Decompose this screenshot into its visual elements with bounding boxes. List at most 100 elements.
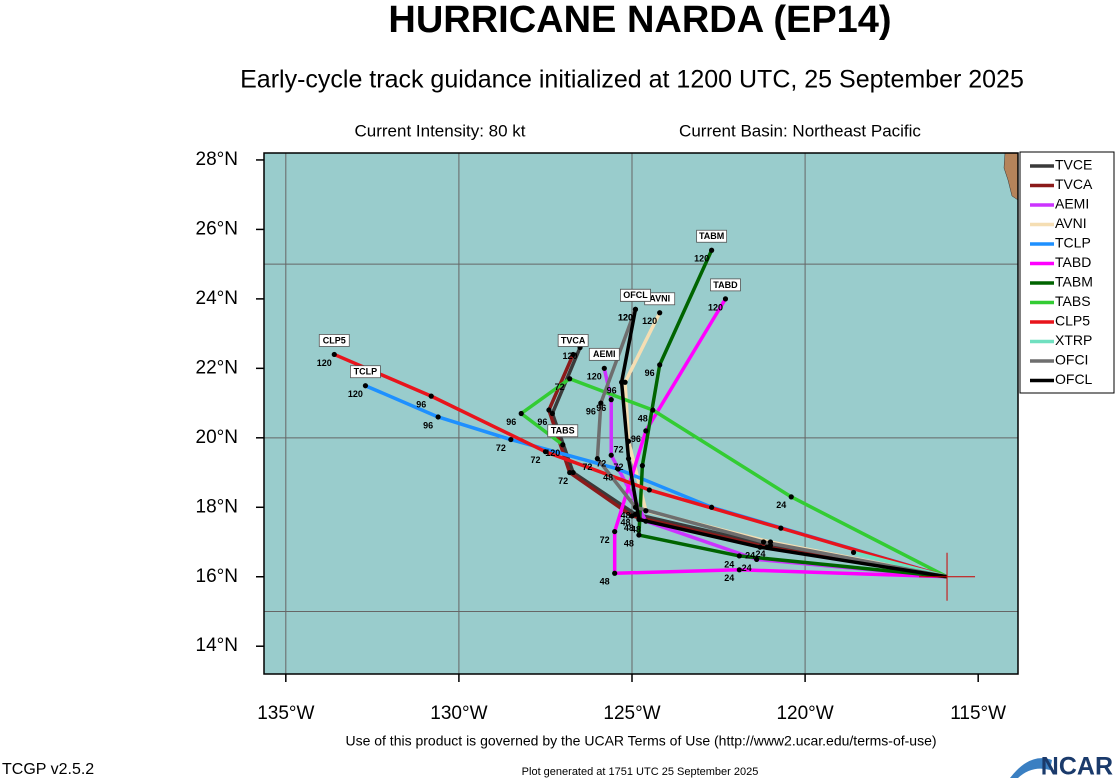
hour-label: 96 [607,386,617,396]
track-point [331,351,337,358]
track-point [612,528,618,535]
track-point [625,438,632,444]
model-tag-box [350,365,381,379]
track-point [650,407,656,413]
generated: Plot generated at 1751 UTC 25 September … [522,766,759,778]
track-point [546,407,552,413]
track-point [632,306,639,312]
track-point [643,518,649,524]
track-point [594,456,600,462]
axes: 135°W 130°W 125°W 120°W 115°W 14°N 16°N 18°N 20°… [196,149,1007,724]
track-point [643,508,649,514]
hour-label: 48 [600,577,610,587]
track-point [428,393,434,399]
model-tag: CLP5 [323,335,346,345]
legend-label: XTRP [1055,332,1092,348]
model-tag: TABS [551,426,575,436]
track-point [636,532,642,538]
model-tag-box [547,424,579,438]
track-point [612,570,618,576]
hour-label: 48 [620,518,630,528]
hour-label: 120 [618,313,633,323]
model-tag: AVNI [649,294,670,304]
track-point [570,351,576,358]
legend-label: TABD [1055,254,1091,270]
x-tick-label: 135°W [257,703,314,724]
track-line [619,308,948,579]
hour-label: 96 [416,400,426,410]
model-tag-box [620,288,651,302]
track-point [615,466,621,472]
legend-label: TCLP [1055,235,1091,251]
track-point [757,544,763,550]
hour-label: 120 [618,313,633,323]
legend-label: TVCA [1055,176,1093,192]
hour-label: 72 [614,462,624,472]
track-point [549,410,555,417]
hour-label: 24 [755,549,765,559]
hour-label: 96 [645,368,655,378]
track-point [850,549,857,556]
track-point [598,400,604,406]
x-tick-label: 115°W [950,703,1006,724]
track-point [542,449,549,455]
hour-label: 48 [603,472,613,482]
tracks: 24487296120TVCA24487296120AEMI72120AVNI4… [317,229,976,601]
title: HURRICANE NARDA (EP14) [388,0,891,41]
hour-label: 72 [582,462,592,472]
track-point [567,376,573,382]
track-point [560,442,566,448]
model-tag-box [588,347,620,361]
legend-label: AVNI [1055,215,1087,231]
y-tick-label: 14°N [196,635,238,656]
model-tag: OFCL [623,290,648,300]
hour-label: 120 [348,389,363,399]
track-line [595,308,948,579]
legend-label: CLP5 [1055,313,1090,329]
legend-label: TABS [1055,293,1091,309]
track-point [767,539,774,545]
terms: Use of this product is governed by the U… [345,733,936,749]
model-tag-box [557,334,589,347]
hour-label: 120 [642,316,657,326]
legend-label: TABM [1055,274,1093,290]
model-tag-box [696,229,728,243]
track-point [788,494,794,500]
hour-label: 96 [631,434,641,444]
legend-box [1019,151,1115,394]
y-tick-label: 18°N [196,496,238,517]
model-tag: TVCA [561,335,586,345]
legend-label: OFCI [1055,352,1088,368]
hour-label: 96 [586,406,596,416]
version: TCGP v2.5.2 [2,761,94,778]
y-tick-label: 22°N [196,357,238,378]
legend-label: OFCL [1055,371,1093,387]
track-line [637,249,948,579]
x-tick-label: 130°W [430,703,487,724]
hour-label: 72 [600,535,610,545]
track-point [608,452,614,458]
y-tick-label: 20°N [196,427,238,448]
track-point [435,414,441,420]
track-point [636,516,642,523]
y-tick-label: 26°N [196,218,238,239]
track-point [760,539,767,545]
track-point [709,247,715,253]
hour-label: 72 [496,443,506,453]
hour-label: 72 [530,455,540,465]
logo: NCAR [1041,753,1113,780]
track-point [625,456,632,462]
hour-label: 96 [506,417,516,427]
hour-label: 72 [558,476,568,486]
track-point [657,310,663,316]
track-point [629,513,635,519]
track-point [736,553,742,559]
model-tag: TABD [713,280,738,290]
hour-label: 48 [624,523,634,533]
track-line [519,377,948,579]
basin: Current Basin: Northeast Pacific [679,121,921,140]
track-point [619,379,625,385]
hour-label: 48 [620,511,630,521]
x-tick-label: 125°W [603,703,660,724]
intensity: Current Intensity: 80 kt [354,121,525,140]
